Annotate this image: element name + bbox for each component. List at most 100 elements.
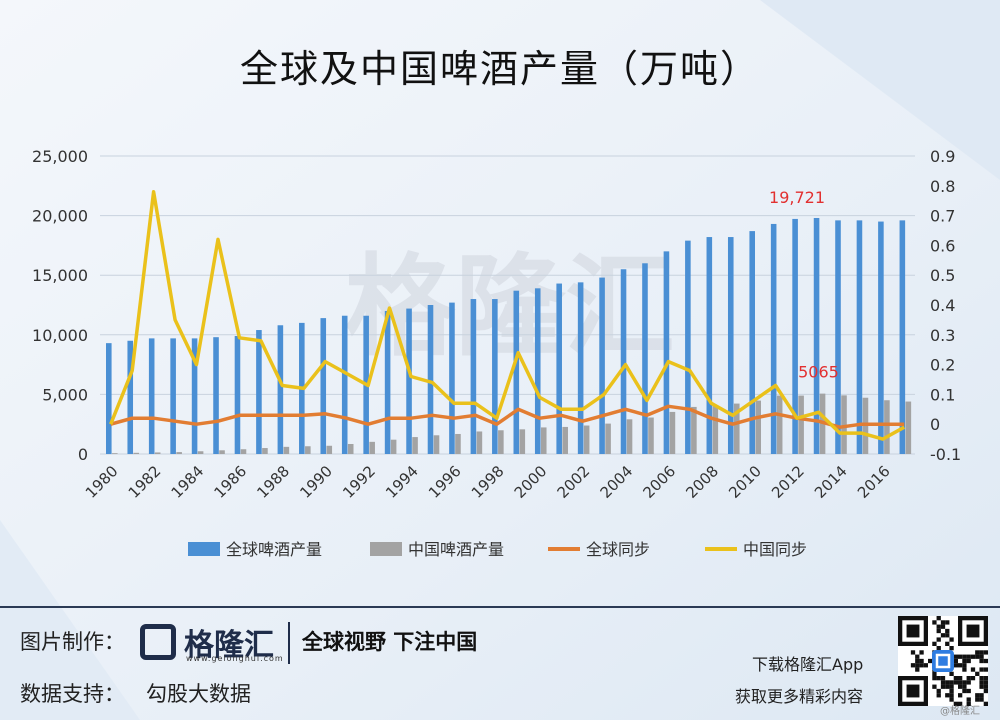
x-tick-label: 1988 xyxy=(253,462,293,502)
bar-china xyxy=(133,452,140,454)
legend-label: 全球啤酒产量 xyxy=(226,540,322,559)
bar-world xyxy=(642,263,648,454)
x-tick-label: 2002 xyxy=(554,462,594,502)
bar-world xyxy=(213,337,219,454)
bar-china xyxy=(369,441,375,454)
watermark: 格隆汇 xyxy=(345,243,675,371)
x-tick-label: 1986 xyxy=(211,462,251,502)
series-lines xyxy=(109,190,906,441)
bar-world xyxy=(234,335,241,454)
bar-china xyxy=(798,395,804,454)
bar-china xyxy=(562,426,568,454)
bar-china xyxy=(669,411,676,454)
x-tick-label: 2008 xyxy=(682,462,722,502)
y-axis-left: 0 5,000 10,000 15,000 20,000 25,000 xyxy=(32,147,88,464)
bar-china xyxy=(347,443,354,454)
y-left-tick-label: 5,000 xyxy=(42,385,88,404)
bar-china xyxy=(219,450,225,454)
x-tick-label: 2006 xyxy=(639,462,679,502)
bar-china xyxy=(412,437,418,454)
bar-world xyxy=(749,231,756,454)
x-tick-label: 1996 xyxy=(425,462,465,502)
bar-world xyxy=(277,325,284,454)
bar-world xyxy=(470,299,477,454)
bar-world xyxy=(727,237,734,454)
x-tick-label: 1984 xyxy=(168,462,208,502)
brand-url: www.gelonghui.com xyxy=(186,654,284,663)
bar-world xyxy=(835,220,841,454)
more-content-text: 获取更多精彩内容 xyxy=(735,687,864,706)
bar-china xyxy=(326,445,333,454)
bar-world xyxy=(599,277,605,454)
x-tick-label: 1992 xyxy=(339,462,379,502)
line-china-yoy xyxy=(109,190,906,441)
bar-world xyxy=(513,290,520,454)
bar-world xyxy=(856,220,863,454)
bar-china xyxy=(691,406,697,454)
x-tick-label: 1994 xyxy=(382,462,422,502)
bar-china xyxy=(755,400,762,454)
bar-china xyxy=(176,452,182,454)
bar-world xyxy=(792,218,798,454)
x-tick-label: 2000 xyxy=(511,462,551,502)
bar-world xyxy=(427,305,434,454)
annotations: 19,721 5065 xyxy=(769,188,839,382)
bar-china xyxy=(540,427,547,454)
bar-china xyxy=(884,400,890,454)
y-right-tick-label: 0.7 xyxy=(930,207,955,226)
x-tick-label: 1990 xyxy=(296,462,336,502)
x-axis: 1980 1982 1984 1986 1988 1990 1992 1994 1996 1998… xyxy=(82,462,894,502)
bar-world xyxy=(406,308,412,454)
bar-world xyxy=(170,338,176,454)
footer-divider xyxy=(0,606,1000,608)
bar-world xyxy=(191,338,198,454)
chart-title: 全球及中国啤酒产量（万吨） xyxy=(239,47,760,91)
bar-china xyxy=(262,448,268,454)
bar-china xyxy=(240,449,247,454)
brand-name: 格隆汇 xyxy=(184,628,274,663)
download-app-text[interactable]: 下载格隆汇App xyxy=(752,655,864,674)
bar-world xyxy=(556,283,562,454)
legend-label: 中国同步 xyxy=(743,540,807,559)
bar-world xyxy=(384,310,391,454)
footer-vertical-divider xyxy=(288,622,290,664)
bar-world xyxy=(899,220,906,454)
bar-world xyxy=(492,299,498,454)
bar-world xyxy=(106,343,112,454)
slogan: 全球视野 下注中国 xyxy=(302,630,478,654)
data-label: 19,721 xyxy=(769,188,825,207)
bar-china xyxy=(305,446,311,454)
bar-china xyxy=(455,433,461,454)
y-left-tick-label: 10,000 xyxy=(32,326,88,345)
y-right-tick-label: 0.2 xyxy=(930,356,955,375)
y-right-tick-label: 0.4 xyxy=(930,296,955,315)
x-tick-label: 2012 xyxy=(768,462,808,502)
bar-china xyxy=(197,451,204,454)
y-right-tick-label: -0.1 xyxy=(930,445,961,464)
x-tick-label: 1998 xyxy=(468,462,508,502)
y-axis-right: -0.1 0 0.1 0.2 0.3 0.4 0.5 0.6 0.7 0.8 0.9 xyxy=(930,147,961,464)
y-left-tick-label: 25,000 xyxy=(32,147,88,166)
x-tick-label: 2014 xyxy=(811,462,851,502)
bar-world xyxy=(449,302,455,454)
y-left-tick-label: 20,000 xyxy=(32,207,88,226)
bar-china xyxy=(283,446,290,454)
corner-watermark: @格隆汇 xyxy=(940,706,980,717)
made-by-label: 图片制作： xyxy=(20,630,125,654)
brand-logo-icon xyxy=(140,624,176,660)
bar-world xyxy=(878,221,884,454)
y-left-tick-label: 0 xyxy=(78,445,88,464)
x-tick-label: 2010 xyxy=(725,462,765,502)
y-right-tick-label: 0.3 xyxy=(930,326,955,345)
x-tick-label: 1982 xyxy=(125,462,165,502)
y-right-tick-label: 0 xyxy=(930,415,940,434)
bar-china xyxy=(390,439,397,454)
data-label: 5065 xyxy=(798,363,839,382)
bar-world xyxy=(256,330,262,454)
bar-world xyxy=(534,288,541,454)
qr-code-icon[interactable] xyxy=(898,616,988,706)
bar-world xyxy=(706,237,713,454)
legend-swatch xyxy=(188,542,220,556)
bar-china xyxy=(112,453,118,454)
legend-label: 全球同步 xyxy=(586,540,650,559)
